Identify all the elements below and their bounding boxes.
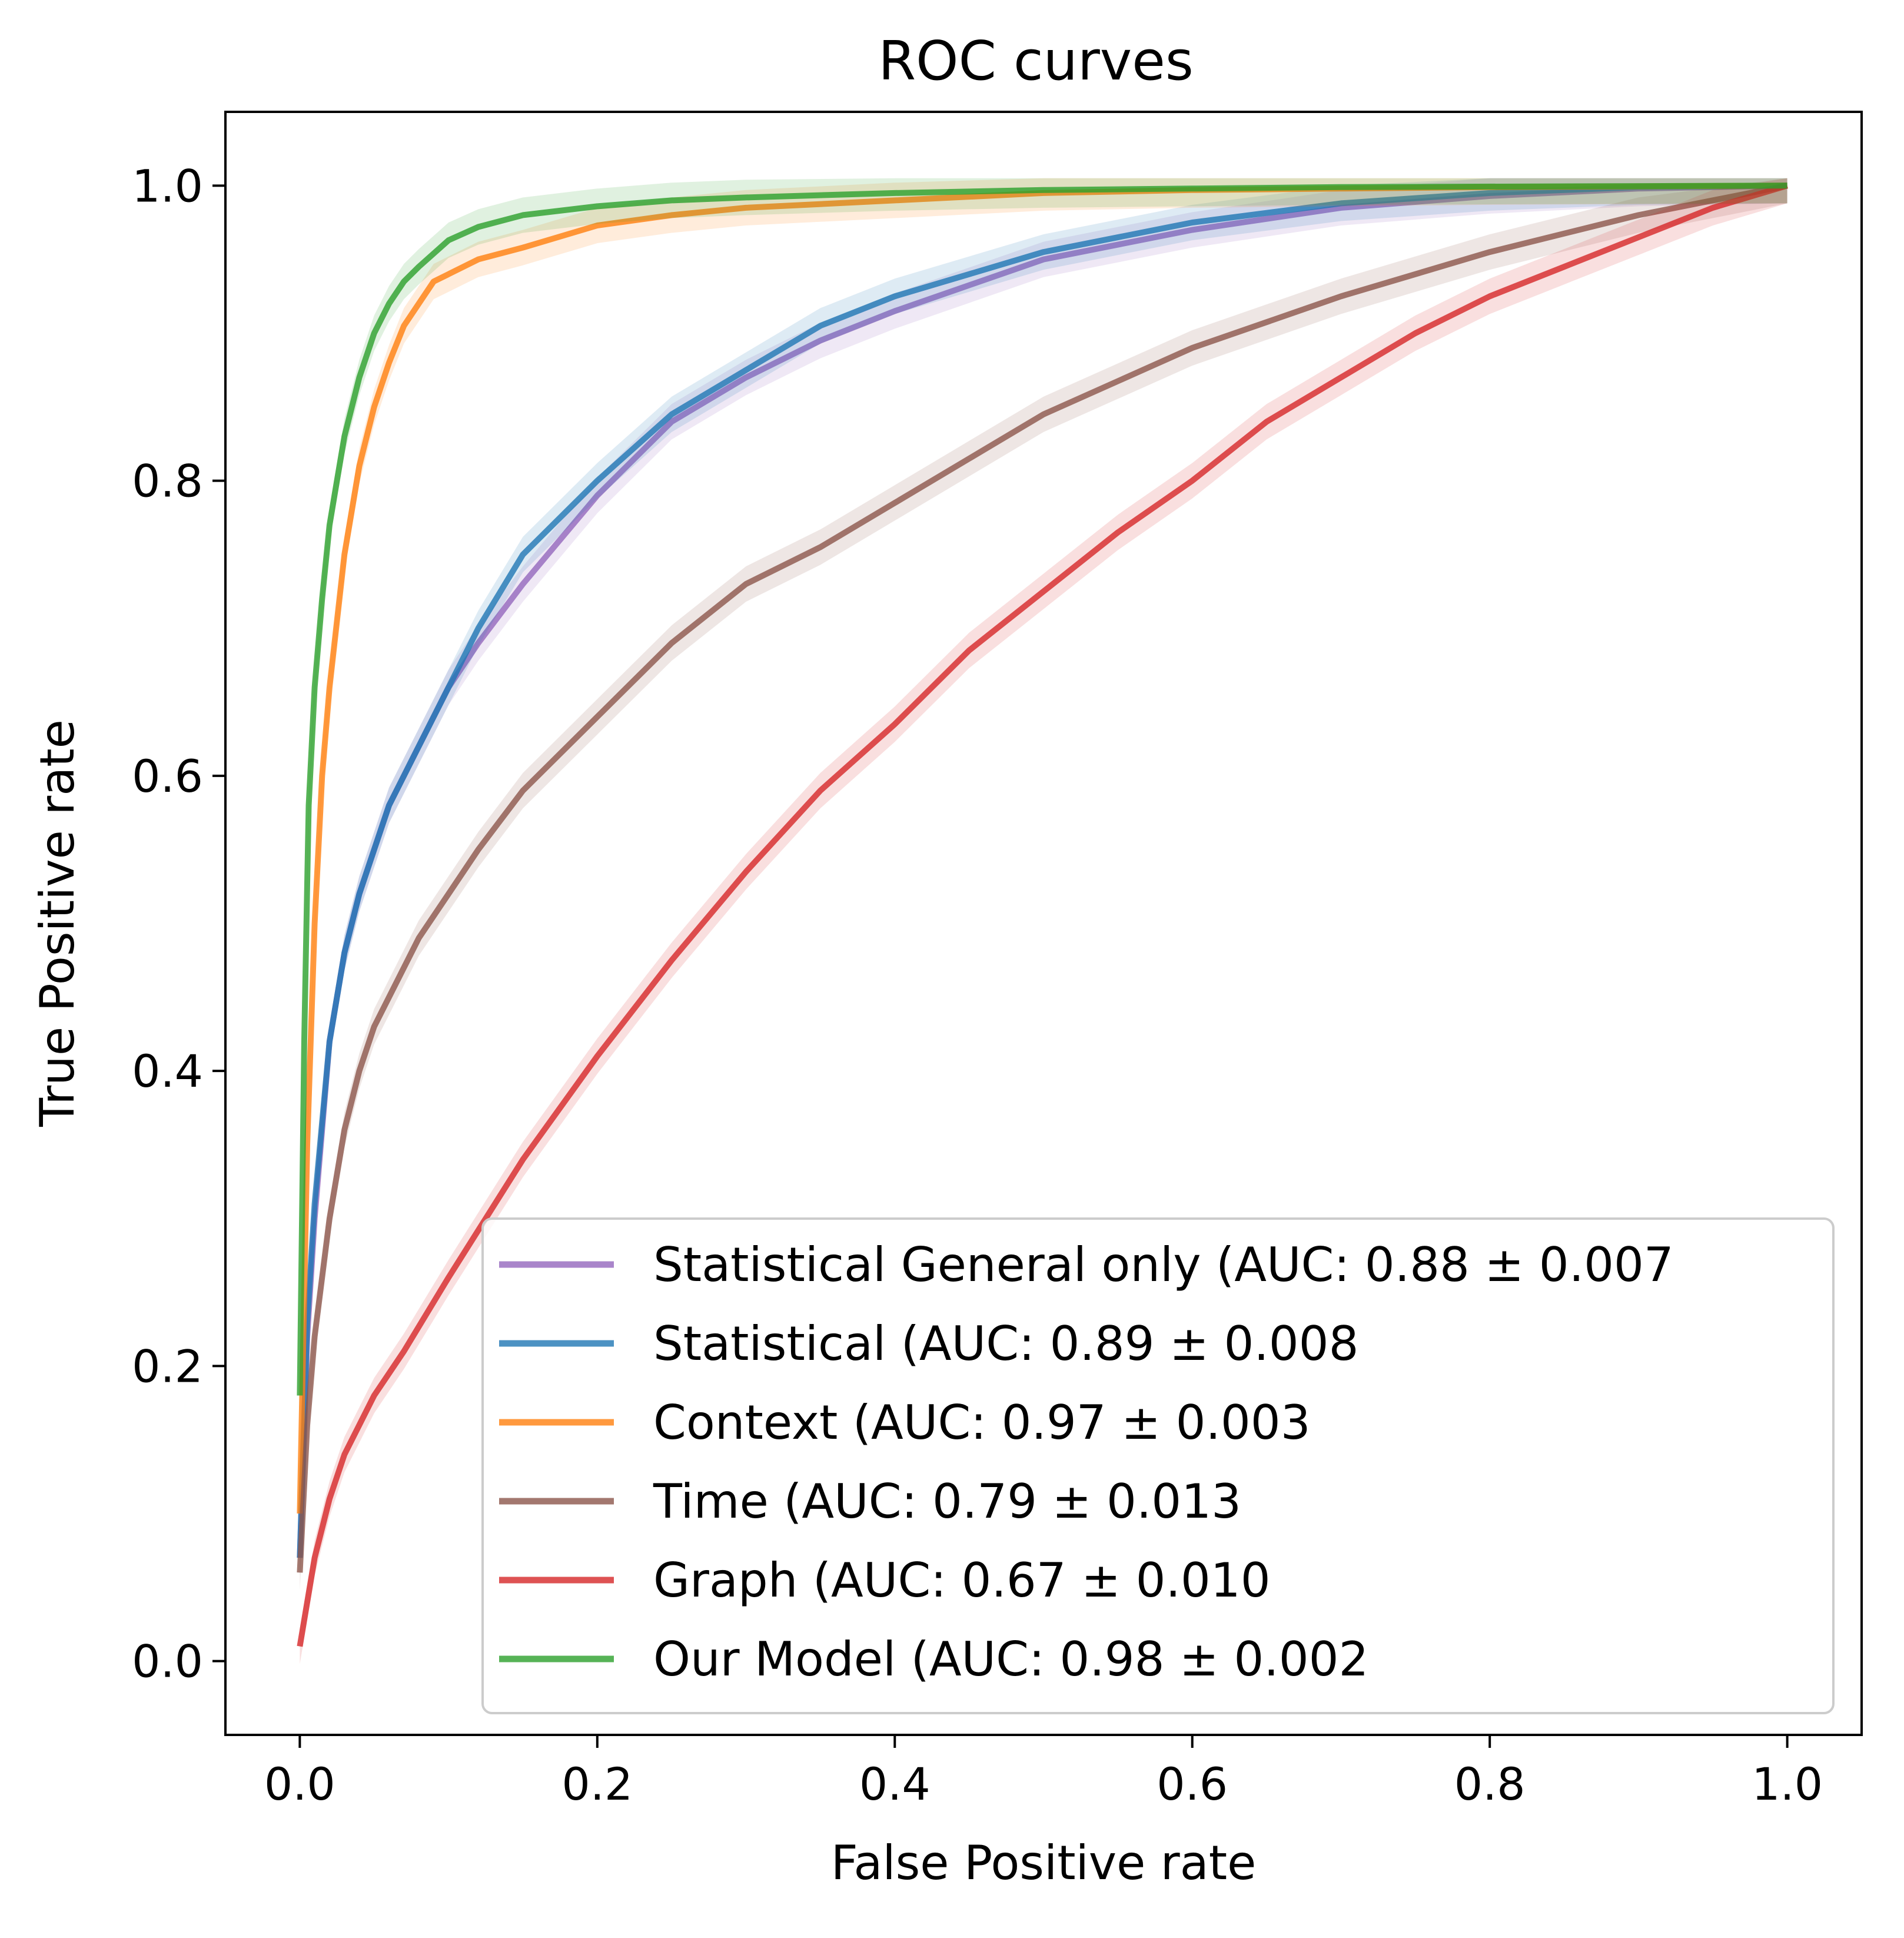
x-tick-label-4: 0.8 (1454, 1758, 1526, 1810)
y-tick-label-2: 0.4 (132, 1045, 203, 1097)
x-tick-label-3: 0.6 (1157, 1758, 1228, 1810)
y-tick-label-4: 0.8 (132, 455, 203, 507)
legend: Statistical General only (AUC: 0.88 ± 0.… (481, 1217, 1835, 1714)
y-axis-label: True Positive rate (30, 719, 85, 1127)
series-line-5 (297, 182, 1787, 1396)
series-line-3 (297, 182, 1788, 1573)
legend-label-4: Graph (AUC: 0.67 ± 0.010 (653, 1553, 1271, 1608)
series-layer (297, 178, 1789, 1664)
x-axis-label: False Positive rate (831, 1836, 1257, 1890)
y-tick-label-5: 1.0 (132, 160, 203, 212)
plot-frame (224, 111, 1863, 1736)
legend-label-3: Time (AUC: 0.79 ± 0.013 (653, 1474, 1241, 1529)
legend-label-2: Context (AUC: 0.97 ± 0.003 (653, 1395, 1311, 1450)
legend-label-0: Statistical General only (AUC: 0.88 ± 0.… (653, 1237, 1674, 1292)
legend-label-1: Statistical (AUC: 0.89 ± 0.008 (653, 1316, 1358, 1371)
series-line-4 (297, 182, 1789, 1647)
x-axis: 0.0 0.2 0.4 0.6 0.8 1.0 (264, 1735, 1823, 1810)
series-line-1 (297, 182, 1787, 1558)
x-tick-label-5: 1.0 (1752, 1758, 1823, 1810)
x-tick-label-0: 0.0 (264, 1758, 335, 1810)
x-tick-label-2: 0.4 (859, 1758, 931, 1810)
y-axis: 0.0 0.2 0.4 0.6 0.8 1.0 (132, 160, 225, 1688)
legend-box (481, 1217, 1835, 1714)
x-tick-label-1: 0.2 (561, 1758, 633, 1810)
y-tick-label-0: 0.0 (132, 1635, 203, 1688)
y-tick-label-3: 0.6 (132, 750, 203, 802)
legend-label-5: Our Model (AUC: 0.98 ± 0.002 (653, 1632, 1368, 1687)
chart-title: ROC curves (878, 29, 1194, 92)
y-tick-label-1: 0.2 (132, 1340, 203, 1392)
